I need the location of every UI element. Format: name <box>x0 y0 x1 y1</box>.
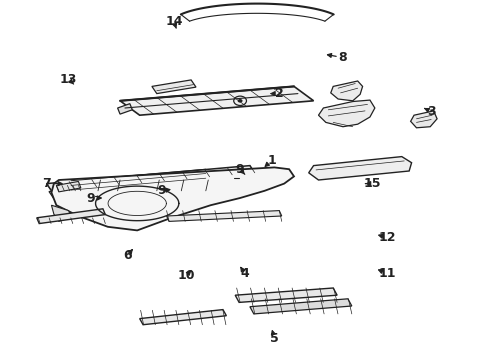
Text: 4: 4 <box>241 267 249 280</box>
Polygon shape <box>318 100 375 127</box>
Text: 1: 1 <box>268 154 276 167</box>
Polygon shape <box>118 104 132 114</box>
Polygon shape <box>152 80 196 94</box>
Polygon shape <box>331 81 363 101</box>
Polygon shape <box>309 157 412 180</box>
Circle shape <box>107 194 114 199</box>
Text: 13: 13 <box>60 73 77 86</box>
Text: 11: 11 <box>378 267 396 280</box>
Polygon shape <box>56 181 81 192</box>
Text: 10: 10 <box>177 269 195 282</box>
Text: 5: 5 <box>270 332 279 345</box>
Text: 2: 2 <box>275 87 284 100</box>
Text: 9: 9 <box>236 163 245 176</box>
Polygon shape <box>235 288 337 302</box>
Polygon shape <box>250 299 352 314</box>
Polygon shape <box>37 209 105 224</box>
Text: 9: 9 <box>157 184 166 197</box>
Polygon shape <box>411 111 437 128</box>
Text: 6: 6 <box>123 249 132 262</box>
Polygon shape <box>140 310 226 325</box>
Circle shape <box>246 176 253 181</box>
Polygon shape <box>51 167 294 230</box>
Polygon shape <box>47 166 255 191</box>
Polygon shape <box>49 174 257 199</box>
Text: 14: 14 <box>165 15 183 28</box>
Polygon shape <box>167 211 282 221</box>
Text: 12: 12 <box>378 231 396 244</box>
Text: 7: 7 <box>42 177 51 190</box>
Polygon shape <box>51 205 71 221</box>
Circle shape <box>238 99 243 103</box>
Circle shape <box>171 185 177 190</box>
Polygon shape <box>120 86 314 115</box>
Text: 8: 8 <box>339 51 347 64</box>
Text: 9: 9 <box>86 192 95 204</box>
Text: 3: 3 <box>427 105 436 118</box>
Text: 15: 15 <box>364 177 381 190</box>
